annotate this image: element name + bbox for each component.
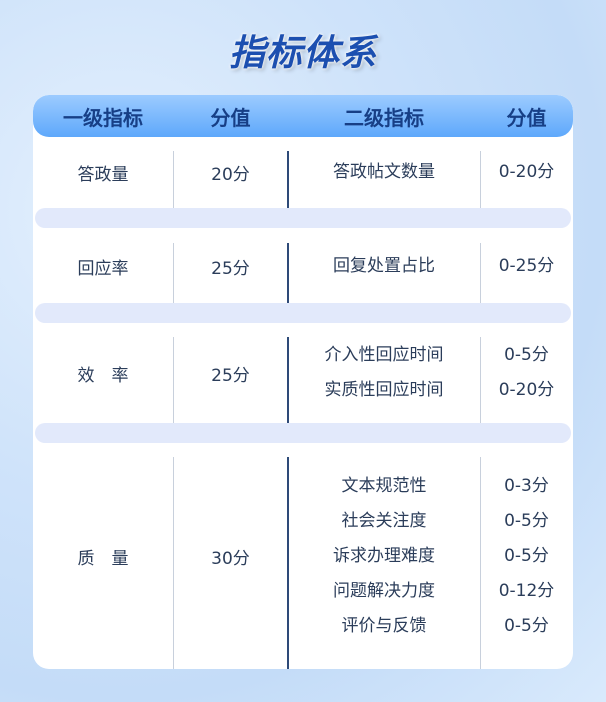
secondary-indices: 文本规范性社会关注度诉求办理难度 问题解决力度 评价与反馈 — [288, 443, 480, 669]
secondary-indices: 介入性回应时间 实质性回应时间 — [288, 323, 480, 423]
secondary-index: 评价与反馈 — [341, 615, 427, 636]
table-row: 答政量 20分 答政帖文数量 0-20分 — [33, 137, 573, 208]
column-divider — [480, 337, 481, 423]
secondary-score: 0-12分 — [498, 580, 555, 601]
secondary-score: 0-5分 — [504, 510, 549, 531]
primary-index: 答政量 — [77, 165, 129, 185]
primary-index: 质 量 — [77, 548, 129, 569]
secondary-index: 问题解决力度 — [333, 580, 435, 601]
row-separator — [35, 423, 571, 443]
secondary-score: 0-25分 — [498, 255, 555, 276]
secondary-score: 0-3分 — [504, 475, 549, 496]
header-secondary: 二级指标 — [344, 105, 424, 130]
column-divider — [287, 337, 289, 423]
primary-score: 30分 — [211, 548, 250, 569]
secondary-index: 回复处置占比 — [333, 255, 435, 276]
secondary-score: 0-5分 — [504, 545, 549, 566]
secondary-index: 介入性回应时间 — [324, 345, 444, 365]
column-divider — [480, 457, 481, 669]
table-header: 一级指标 分值 二级指标 分值 — [33, 95, 573, 137]
page-title: 指标体系 — [228, 33, 377, 74]
primary-score: 25分 — [211, 365, 250, 386]
primary-score: 20分 — [211, 165, 250, 185]
column-divider — [173, 457, 174, 669]
secondary-score: 0-20分 — [498, 380, 555, 400]
secondary-index: 答政帖文数量 — [333, 162, 435, 182]
secondary-index: 文本规范性 — [341, 475, 427, 496]
secondary-scores: 0-5分 0-20分 — [480, 323, 573, 423]
column-divider — [287, 457, 289, 669]
secondary-indices: 回复处置占比 — [288, 229, 480, 303]
primary-index: 效 率 — [77, 365, 129, 386]
secondary-scores: 0-20分 — [480, 137, 573, 208]
column-divider — [173, 243, 174, 303]
secondary-scores: 0-3分 0-5分 0-5分 0-12分 0-5分 — [480, 443, 573, 669]
column-divider — [287, 151, 289, 208]
secondary-index: 实质性回应时间 — [324, 380, 444, 400]
table-row: 回应率 25分 回复处置占比 0-25分 — [33, 229, 573, 303]
column-divider — [173, 337, 174, 423]
secondary-index: 诉求办理难度 — [333, 545, 435, 566]
column-divider — [287, 243, 289, 303]
secondary-indices: 答政帖文数量 — [288, 137, 480, 208]
primary-score: 25分 — [211, 258, 250, 279]
column-divider — [480, 243, 481, 303]
primary-index: 回应率 — [77, 258, 129, 279]
header-score: 分值 — [210, 105, 251, 130]
row-separator — [35, 303, 571, 323]
secondary-score: 0-20分 — [498, 162, 555, 182]
column-divider — [480, 151, 481, 208]
secondary-index: 社会关注度 — [341, 510, 427, 531]
index-table: 一级指标 分值 二级指标 分值 答政量 20分 答政帖文数量 0-20分 回应率… — [33, 95, 573, 669]
header-primary: 一级指标 — [63, 105, 143, 130]
table-row: 质 量 30分 文本规范性社会关注度诉求办理难度 问题解决力度 评价与反馈 0-3分… — [33, 443, 573, 669]
secondary-score: 0-5分 — [504, 615, 549, 636]
row-separator — [35, 208, 571, 228]
secondary-scores: 0-25分 — [480, 229, 573, 303]
secondary-score: 0-5分 — [504, 345, 549, 365]
table-row: 效 率 25分 介入性回应时间 实质性回应时间 0-5分 0-20分 — [33, 323, 573, 423]
column-divider — [173, 151, 174, 208]
header-sub-score: 分值 — [506, 105, 547, 130]
